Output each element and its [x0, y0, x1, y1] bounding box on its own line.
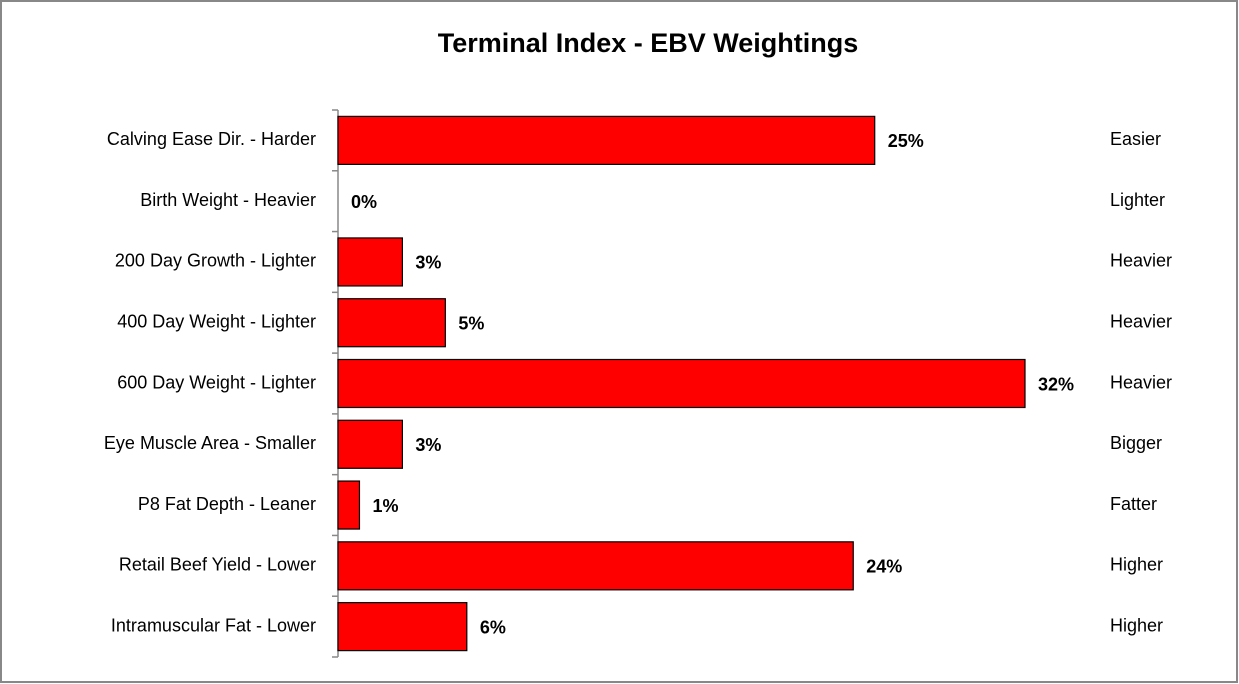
right-label: Bigger: [1110, 433, 1162, 453]
value-label: 3%: [415, 253, 441, 273]
value-label: 32%: [1038, 374, 1074, 394]
right-label: Higher: [1110, 615, 1163, 635]
right-label: Easier: [1110, 129, 1161, 149]
bar: [337, 115, 876, 165]
category-label: Birth Weight - Heavier: [140, 190, 316, 210]
value-label: 24%: [866, 557, 902, 577]
category-label: 200 Day Growth - Lighter: [115, 251, 316, 271]
right-label: Heavier: [1110, 251, 1172, 271]
value-label: 6%: [480, 617, 506, 637]
value-label: 25%: [888, 131, 924, 151]
bar: [337, 480, 361, 530]
category-label: Eye Muscle Area - Smaller: [104, 433, 316, 453]
right-label: Higher: [1110, 555, 1163, 575]
right-label: Heavier: [1110, 372, 1172, 392]
right-label: Fatter: [1110, 494, 1157, 514]
right-label: Lighter: [1110, 190, 1165, 210]
value-label: 1%: [372, 496, 398, 516]
chart-title: Terminal Index - EBV Weightings: [438, 28, 859, 58]
value-label: 3%: [415, 435, 441, 455]
category-label: P8 Fat Depth - Leaner: [138, 494, 316, 514]
bar: [337, 237, 404, 287]
bar: [337, 419, 404, 469]
category-label: Intramuscular Fat - Lower: [111, 615, 316, 635]
bar: [337, 298, 446, 348]
bar: [337, 541, 854, 591]
value-label: 0%: [351, 192, 377, 212]
category-label: 400 Day Weight - Lighter: [117, 311, 316, 331]
category-label: Calving Ease Dir. - Harder: [107, 129, 316, 149]
right-label: Heavier: [1110, 311, 1172, 331]
category-label: 600 Day Weight - Lighter: [117, 372, 316, 392]
bar: [337, 602, 468, 652]
value-label: 5%: [458, 313, 484, 333]
bar: [337, 358, 1026, 409]
category-label: Retail Beef Yield - Lower: [119, 555, 316, 575]
